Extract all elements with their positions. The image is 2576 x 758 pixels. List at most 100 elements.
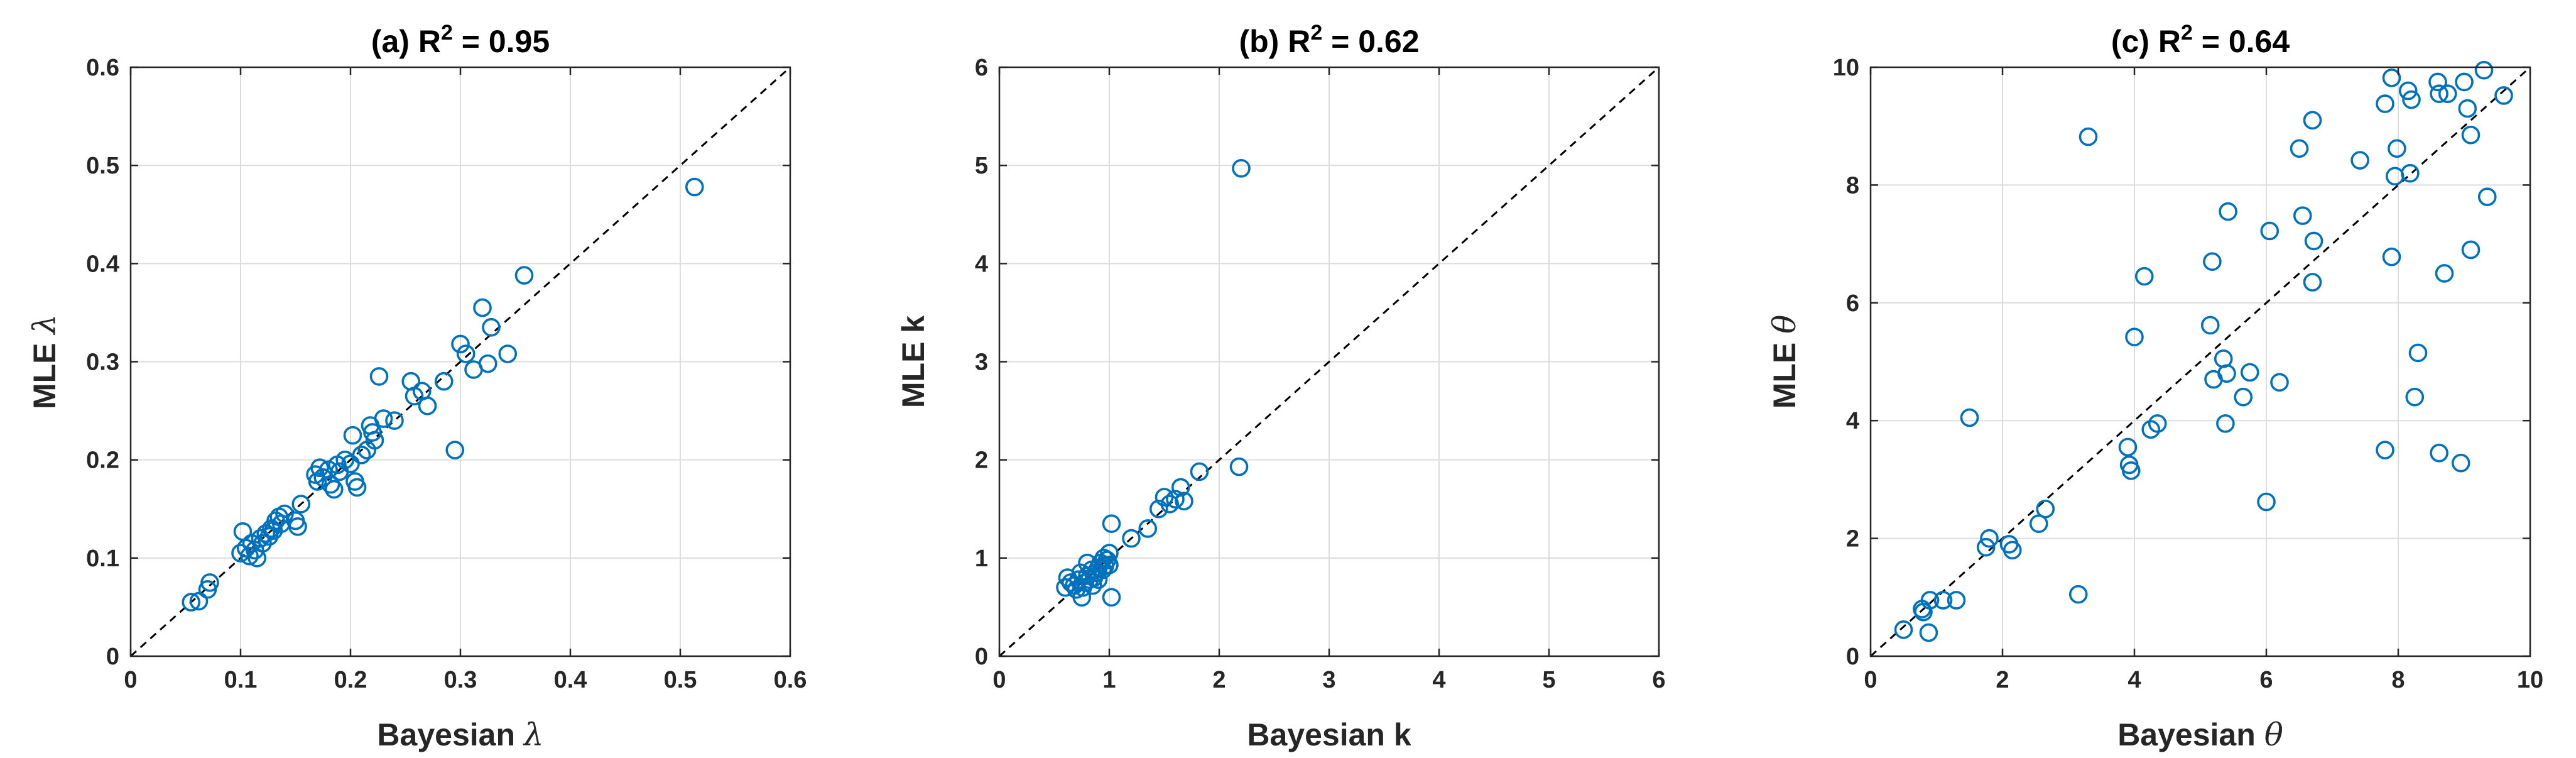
title-suffix: = 0.62 — [1322, 24, 1419, 59]
data-point — [2388, 139, 2406, 158]
data-point — [259, 527, 279, 546]
title-suffix: = 0.64 — [2193, 24, 2290, 59]
panel-a: 0 0.1 0.2 0.3 0.4 0.5 0.6 0 0.1 0.2 0.3 0.4 0.5 0.6 (… — [26, 21, 807, 753]
data-point — [363, 423, 382, 442]
data-point — [2408, 343, 2428, 363]
panel-title-a: (a) R2 = 0.95 — [371, 21, 550, 59]
data-point — [2430, 84, 2448, 103]
data-point — [374, 409, 393, 428]
x-axis-label-b: Bayesian k — [1247, 717, 1411, 752]
reference-line-c — [1870, 66, 2531, 657]
data-point — [1122, 529, 1141, 548]
y-tick-label: 0.6 — [86, 55, 119, 81]
data-point — [240, 546, 259, 566]
data-point — [2376, 94, 2394, 113]
data-point — [1980, 529, 1999, 548]
data-point — [2240, 363, 2259, 382]
y-tick-label: 6 — [1846, 290, 1859, 317]
data-point — [478, 354, 497, 373]
data-point — [2036, 499, 2055, 519]
data-point — [2458, 99, 2477, 118]
data-point — [2079, 127, 2098, 146]
data-point — [347, 478, 367, 497]
x-tick-label: 4 — [1432, 667, 1445, 693]
data-point — [1160, 495, 1180, 514]
y-axis-label-b: MLE k — [896, 316, 931, 408]
data-point — [1083, 576, 1102, 595]
data-point — [2216, 414, 2235, 433]
data-point — [473, 298, 492, 317]
data-point — [2494, 86, 2513, 105]
points-c — [1894, 60, 2513, 642]
y-axis-label-c: MLE θ — [1766, 315, 1803, 409]
data-point — [189, 591, 209, 611]
x-tick-label: 1 — [1102, 667, 1116, 693]
data-point — [445, 441, 465, 459]
y-tick-label: 0 — [106, 644, 119, 670]
y-tick-label: 1 — [975, 546, 988, 572]
y-tick-label: 0.5 — [86, 153, 119, 179]
data-point — [2477, 187, 2497, 206]
data-point — [434, 371, 454, 391]
title-sup: 2 — [441, 21, 453, 45]
y-tick-label: 2 — [975, 448, 988, 474]
data-point — [2068, 585, 2088, 604]
data-point — [2461, 125, 2481, 145]
x-tick-label: 4 — [2128, 667, 2141, 693]
data-point — [1960, 408, 1979, 427]
ylabel-text: MLE — [27, 334, 62, 409]
data-point — [1100, 555, 1119, 574]
x-tick-label: 2 — [1212, 667, 1226, 693]
data-point — [1976, 537, 1996, 557]
x-tick-label: 10 — [2517, 667, 2543, 693]
data-point — [321, 475, 340, 494]
y-tick-label: 5 — [975, 153, 988, 179]
data-point — [2125, 327, 2144, 346]
data-point — [2260, 221, 2280, 241]
data-point — [1894, 620, 1913, 639]
data-point — [1102, 514, 1121, 533]
data-point — [291, 495, 311, 514]
ylabel-symbol: θ — [1766, 315, 1803, 334]
data-point — [1166, 490, 1185, 508]
data-point — [2451, 453, 2470, 473]
data-point — [1232, 159, 1251, 178]
y-tick-label: 0 — [975, 644, 988, 670]
y-tick-label: 0.2 — [86, 448, 119, 474]
xlabel-symbol: λ — [523, 717, 544, 753]
data-point — [2134, 266, 2154, 286]
data-point — [2270, 373, 2289, 392]
data-point — [2350, 151, 2369, 170]
data-point — [2405, 387, 2425, 407]
data-point — [1100, 544, 1119, 563]
axes-box-c — [1869, 66, 2531, 657]
ylabel-text: MLE — [1767, 334, 1802, 409]
data-point — [2203, 252, 2222, 272]
data-point — [310, 458, 329, 477]
x-tick-label: 2 — [1996, 667, 2009, 693]
x-tick-label: 6 — [1652, 667, 1665, 693]
data-point — [2303, 111, 2322, 130]
xlabel-text: Bayesian — [2117, 717, 2264, 752]
x-tick-label: 0.3 — [444, 667, 477, 693]
data-point — [324, 480, 344, 499]
data-point — [385, 411, 404, 431]
ticks-b: 0 1 2 3 4 5 6 0 1 2 3 4 5 6 — [975, 55, 1666, 693]
data-point — [2398, 81, 2418, 101]
y-tick-label: 8 — [1846, 172, 1859, 199]
data-point — [2214, 349, 2233, 368]
title-suffix: = 0.95 — [453, 24, 550, 59]
data-point — [418, 396, 437, 415]
data-point — [369, 367, 389, 386]
data-point — [1190, 462, 1209, 481]
points-b — [1056, 159, 1251, 607]
y-tick-label: 6 — [975, 55, 988, 81]
title-prefix: (b) R — [1239, 24, 1310, 59]
data-point — [1933, 591, 1953, 610]
data-point — [335, 450, 355, 470]
x-tick-label: 0.6 — [774, 667, 807, 693]
x-tick-label: 0 — [1864, 667, 1877, 693]
data-point — [2461, 240, 2481, 260]
